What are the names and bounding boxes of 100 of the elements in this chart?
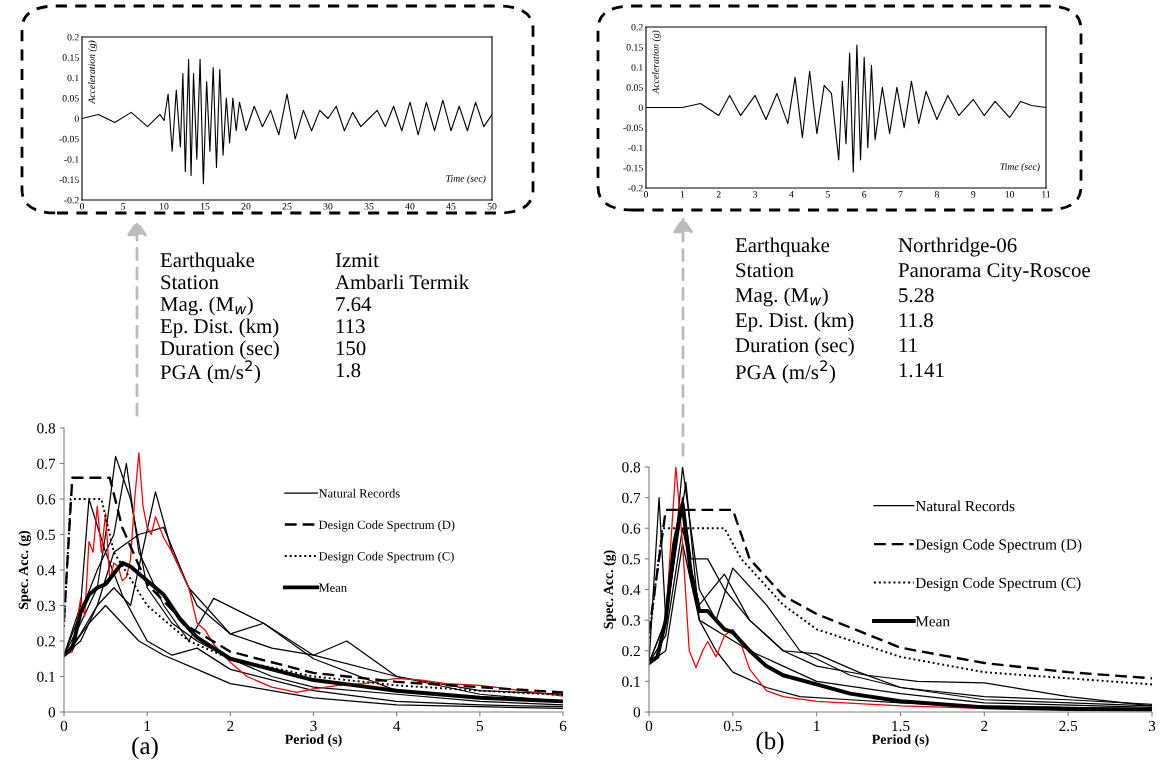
text: Station [161,275,219,290]
y-tick-label: -0.2 [64,196,79,204]
y-tick-label: 0.1 [37,671,55,683]
x-tick-label: 3 [310,720,317,732]
text: Earthquake [160,252,255,272]
x-tick-label: 1 [814,720,820,731]
text: Izmit [335,253,379,268]
text: Duration (sec) [735,337,854,357]
y-tick-label: 0.8 [622,462,641,473]
text: Earthquake [735,237,830,257]
x-axis-title: Time (sec) [1000,163,1040,172]
text: Ambarli Termik [335,274,470,290]
legend-label: Design Code Spectrum (C) [915,577,1081,592]
y-tick-label: 0.2 [622,645,640,657]
text: Panorama City-Roscoe [898,263,1090,282]
x-tick-label: 10 [159,203,169,210]
y-axis-title: Acceleration (g) [88,40,97,105]
x-tick-label: 20 [241,203,251,210]
x-tick-label: 15 [200,203,210,210]
y-axis-title: Spec. Acc. (g) [603,550,617,629]
y-tick-label: 0.7 [37,458,56,470]
x-tick-label: 2.5 [1059,720,1078,732]
x-tick-label: 50 [487,203,497,210]
y-tick-label: -0.15 [59,176,79,184]
text: Mag. (M$_{w}$) [160,296,253,316]
y-axis-title: Acceleration (g) [652,30,661,95]
x-tick-label: 4 [393,720,401,731]
x-tick-label: 40 [405,203,415,210]
x-tick-label: 5 [825,191,830,198]
legend-label: Mean [915,616,950,627]
x-tick-label: 1 [680,191,685,198]
x-tick-label: 10 [1005,191,1015,198]
y-tick-label: 0.2 [631,23,643,31]
y-tick-label: -0.2 [628,184,643,192]
x-tick-label: 5 [476,720,484,732]
x-tick-label: 8 [934,191,939,198]
x-axis-title: Period (s) [872,734,929,747]
x-tick-label: 0 [645,720,653,732]
text: 11 [899,338,917,353]
y-tick-label: 0.6 [622,523,641,534]
x-tick-label: 30 [323,203,333,210]
x-axis-title: Period (s) [285,734,342,747]
text: 1.8 [336,363,361,378]
y-tick-label: 0 [74,115,79,122]
text: Northridge-06 [898,237,1017,257]
text: Station [736,263,794,278]
legend-label: Design Code Spectrum (D) [915,538,1082,553]
y-tick-label: 0 [633,707,641,718]
x-tick-label: 0 [643,191,649,198]
y-tick-label: 0 [638,104,643,111]
legend-label: Natural Records [318,488,400,498]
y-tick-label: -0.1 [64,156,79,163]
y-tick-label: 0.05 [62,95,79,102]
y-tick-label: 0.1 [67,74,79,82]
text: (b) [756,731,784,755]
text: Mag. (M$_{w}$) [735,287,828,307]
x-tick-label: 35 [364,203,374,210]
x-tick-label: 0.5 [723,720,742,732]
text: Ep. Dist. (km) [160,318,279,338]
x-tick-label: 6 [559,720,567,732]
x-tick-label: 2 [981,720,988,731]
y-tick-label: 0.3 [37,600,56,612]
y-tick-label: 0.4 [37,565,56,576]
text: Duration (sec) [160,340,279,360]
y-tick-label: 0.3 [622,615,641,626]
y-tick-label: 0.5 [37,529,56,541]
text: Ep. Dist. (km) [735,312,854,332]
y-tick-label: 0.15 [62,54,79,61]
x-tick-label: 0 [79,203,85,210]
x-axis-title: Time (sec) [446,174,486,184]
text: 5.28 [899,288,934,303]
y-tick-label: 0.15 [626,44,643,51]
y-tick-label: 0.05 [626,84,643,91]
y-tick-label: 0.1 [631,64,643,71]
y-tick-label: -0.05 [59,135,79,143]
x-tick-label: 2 [716,191,721,198]
y-axis-title: Spec. Acc. (g) [18,530,32,609]
text: PGA (m/s$^{2}$) [160,360,260,384]
legend-label: Design Code Spectrum (C) [318,551,454,564]
x-tick-label: 1.5 [892,720,910,732]
y-tick-label: 0.8 [37,423,56,434]
y-tick-label: 0.7 [622,492,641,504]
x-tick-label: 11 [1042,191,1051,198]
x-tick-label: 5 [121,203,126,210]
x-tick-label: 3 [753,191,758,198]
y-tick-label: 0.1 [622,676,640,687]
x-tick-label: 3 [1148,720,1156,732]
legend-label: Mean [318,583,347,592]
y-tick-label: 0.6 [37,494,56,505]
y-tick-label: 0.2 [37,636,55,647]
text: 1.141 [899,363,944,378]
x-tick-label: 45 [446,203,456,210]
text: 113 [336,319,365,334]
text: 7.64 [336,297,372,312]
x-tick-label: 6 [862,191,867,198]
y-tick-label: 0 [48,707,56,718]
x-tick-label: 25 [282,203,292,210]
text: 150 [336,341,366,356]
y-tick-label: -0.05 [623,124,643,132]
y-tick-label: -0.15 [623,164,643,172]
